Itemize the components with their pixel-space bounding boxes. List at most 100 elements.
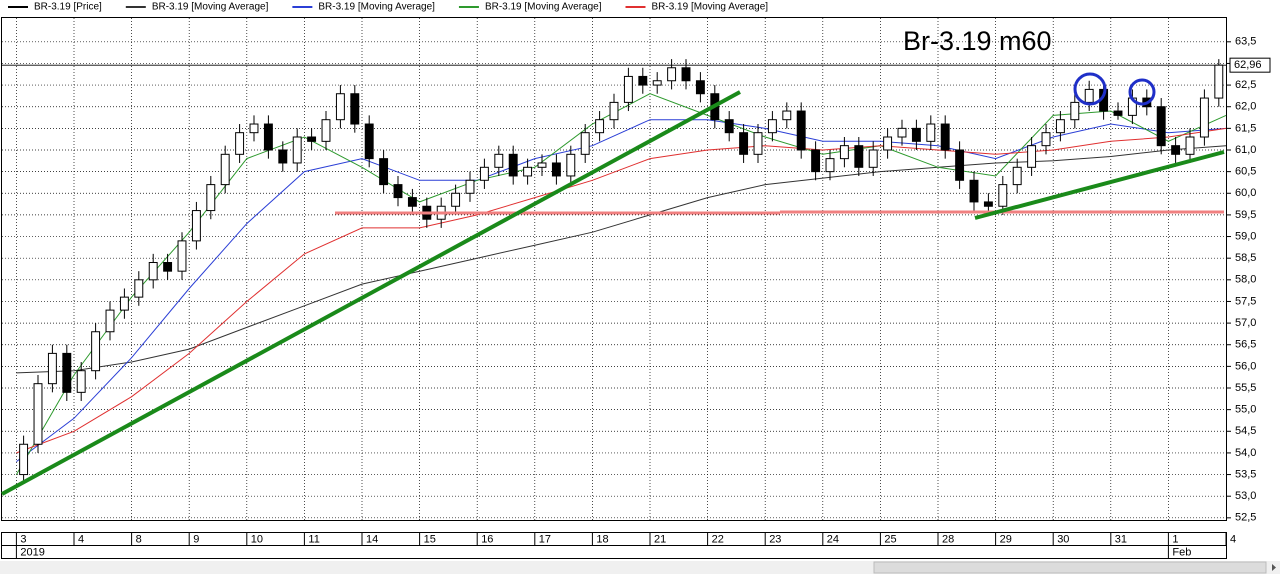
y-tick-label: 59,5 bbox=[1235, 209, 1256, 221]
x-tick-label: 1 bbox=[1172, 533, 1178, 545]
legend-label: BR-3.19 [Price] bbox=[34, 2, 102, 13]
x-tick-label: 10 bbox=[251, 533, 263, 545]
candle-body bbox=[206, 184, 216, 212]
y-tick-label: 61,5 bbox=[1235, 122, 1256, 134]
candle-body bbox=[1185, 136, 1195, 155]
candle-body bbox=[33, 383, 43, 445]
candle-body bbox=[580, 132, 590, 155]
moving-average-line bbox=[16, 145, 1227, 374]
candle-body bbox=[479, 166, 489, 181]
y-tick-label: 58,5 bbox=[1235, 252, 1256, 264]
candle-body bbox=[1113, 110, 1123, 116]
x-tick-label: 14 bbox=[366, 533, 378, 545]
candle-body bbox=[1084, 88, 1094, 103]
moving-average-line bbox=[16, 127, 1227, 454]
y-tick-label: 55,5 bbox=[1235, 382, 1256, 394]
x-tick-label: 30 bbox=[1057, 533, 1069, 545]
candle-body bbox=[263, 123, 273, 151]
candle-body bbox=[839, 145, 849, 160]
x-tick-label: 25 bbox=[884, 533, 896, 545]
x-tick-label: 24 bbox=[827, 533, 839, 545]
plot-frame bbox=[1, 17, 1227, 521]
candle-body bbox=[825, 158, 835, 173]
candle-body bbox=[220, 153, 230, 186]
x-tick-label: 31 bbox=[1115, 533, 1127, 545]
x-tick-label: 4 bbox=[78, 533, 84, 545]
candle-body bbox=[796, 110, 806, 151]
candle-body bbox=[523, 166, 533, 177]
grid bbox=[2, 18, 1226, 520]
x-tick-label: 23 bbox=[769, 533, 781, 545]
candle-body bbox=[278, 149, 288, 164]
candle-body bbox=[782, 110, 792, 121]
candle-body bbox=[249, 123, 259, 134]
candle-body bbox=[364, 123, 374, 160]
candle-body bbox=[47, 352, 57, 385]
candle-body bbox=[883, 136, 893, 151]
candle-body bbox=[638, 75, 648, 86]
candle-body bbox=[1055, 119, 1065, 134]
highlight-circle bbox=[1128, 78, 1156, 106]
y-tick-label: 55,0 bbox=[1235, 404, 1256, 416]
y-tick-label: 56,5 bbox=[1235, 339, 1256, 351]
x-tick-label: 28 bbox=[942, 533, 954, 545]
y-tick-label: 60,0 bbox=[1235, 187, 1256, 199]
trend-line bbox=[1, 90, 741, 496]
candle-body bbox=[407, 197, 417, 207]
candle-body bbox=[191, 210, 201, 242]
candle-body bbox=[695, 80, 705, 95]
x-axis: 3 4 8 9 10 11 14 15 16 17 18 21 22 23 24 25 28 29 30 31 1 420… bbox=[15, 533, 1236, 558]
candle-body bbox=[1171, 145, 1181, 155]
candle-body bbox=[91, 331, 101, 372]
legend: BR-3.19 [Price] BR-3.19 [Moving Average] B… bbox=[8, 2, 768, 13]
x-tick-label: 15 bbox=[424, 533, 436, 545]
trend-line bbox=[974, 150, 1225, 220]
candle-body bbox=[753, 132, 763, 155]
y-tick-label: 63,5 bbox=[1235, 36, 1256, 48]
y-tick-label: 62,5 bbox=[1235, 79, 1256, 91]
y-tick-label: 53,5 bbox=[1235, 468, 1256, 480]
y-tick-label: 62,0 bbox=[1235, 101, 1256, 113]
candle-body bbox=[177, 240, 187, 272]
candle-body bbox=[1027, 145, 1037, 168]
scrollbar-thumb[interactable] bbox=[873, 561, 1267, 574]
candle-body bbox=[163, 262, 173, 272]
candle-body bbox=[494, 153, 504, 168]
candle-body bbox=[1156, 106, 1166, 147]
candle-body bbox=[911, 127, 921, 142]
candle-body bbox=[292, 136, 302, 164]
y-tick-label: 56,0 bbox=[1235, 360, 1256, 372]
candle-body bbox=[998, 184, 1008, 207]
y-tick-label: 61,0 bbox=[1235, 144, 1256, 156]
y-tick-label: 58,0 bbox=[1235, 274, 1256, 286]
candle-body bbox=[926, 123, 936, 142]
candle-body bbox=[379, 158, 389, 186]
candle-body bbox=[868, 149, 878, 168]
candle-body bbox=[134, 279, 144, 298]
chart-title: Br-3.19 m60 bbox=[903, 26, 1052, 56]
candle-body bbox=[19, 443, 29, 476]
candle-body bbox=[1214, 64, 1224, 99]
scroll-right[interactable] bbox=[1272, 564, 1276, 571]
y-tick-label: 59,0 bbox=[1235, 230, 1256, 242]
candle-body bbox=[681, 67, 691, 82]
x-tick-label: 8 bbox=[136, 533, 142, 545]
candle-body bbox=[983, 201, 993, 207]
candle-body bbox=[62, 352, 72, 393]
candle-body bbox=[897, 127, 907, 138]
y-tick-label: 54,5 bbox=[1235, 425, 1256, 437]
x-axis-row bbox=[1, 545, 1227, 559]
candle-body bbox=[537, 162, 547, 168]
candle-body bbox=[1199, 97, 1209, 138]
candle-body bbox=[739, 132, 749, 155]
candle-body bbox=[451, 192, 461, 207]
candle-body bbox=[551, 162, 561, 177]
candle-body bbox=[1012, 166, 1022, 186]
candle-body bbox=[508, 153, 518, 177]
x-tick-label: 3 bbox=[20, 533, 26, 545]
last-price-label: 62,96 bbox=[1234, 59, 1262, 71]
candle-body bbox=[1041, 132, 1051, 147]
y-axis: 52,5 53,0 53,5 54,0 54,5 55,0 55,5 56,0 56,5 57,0… bbox=[1226, 36, 1271, 524]
